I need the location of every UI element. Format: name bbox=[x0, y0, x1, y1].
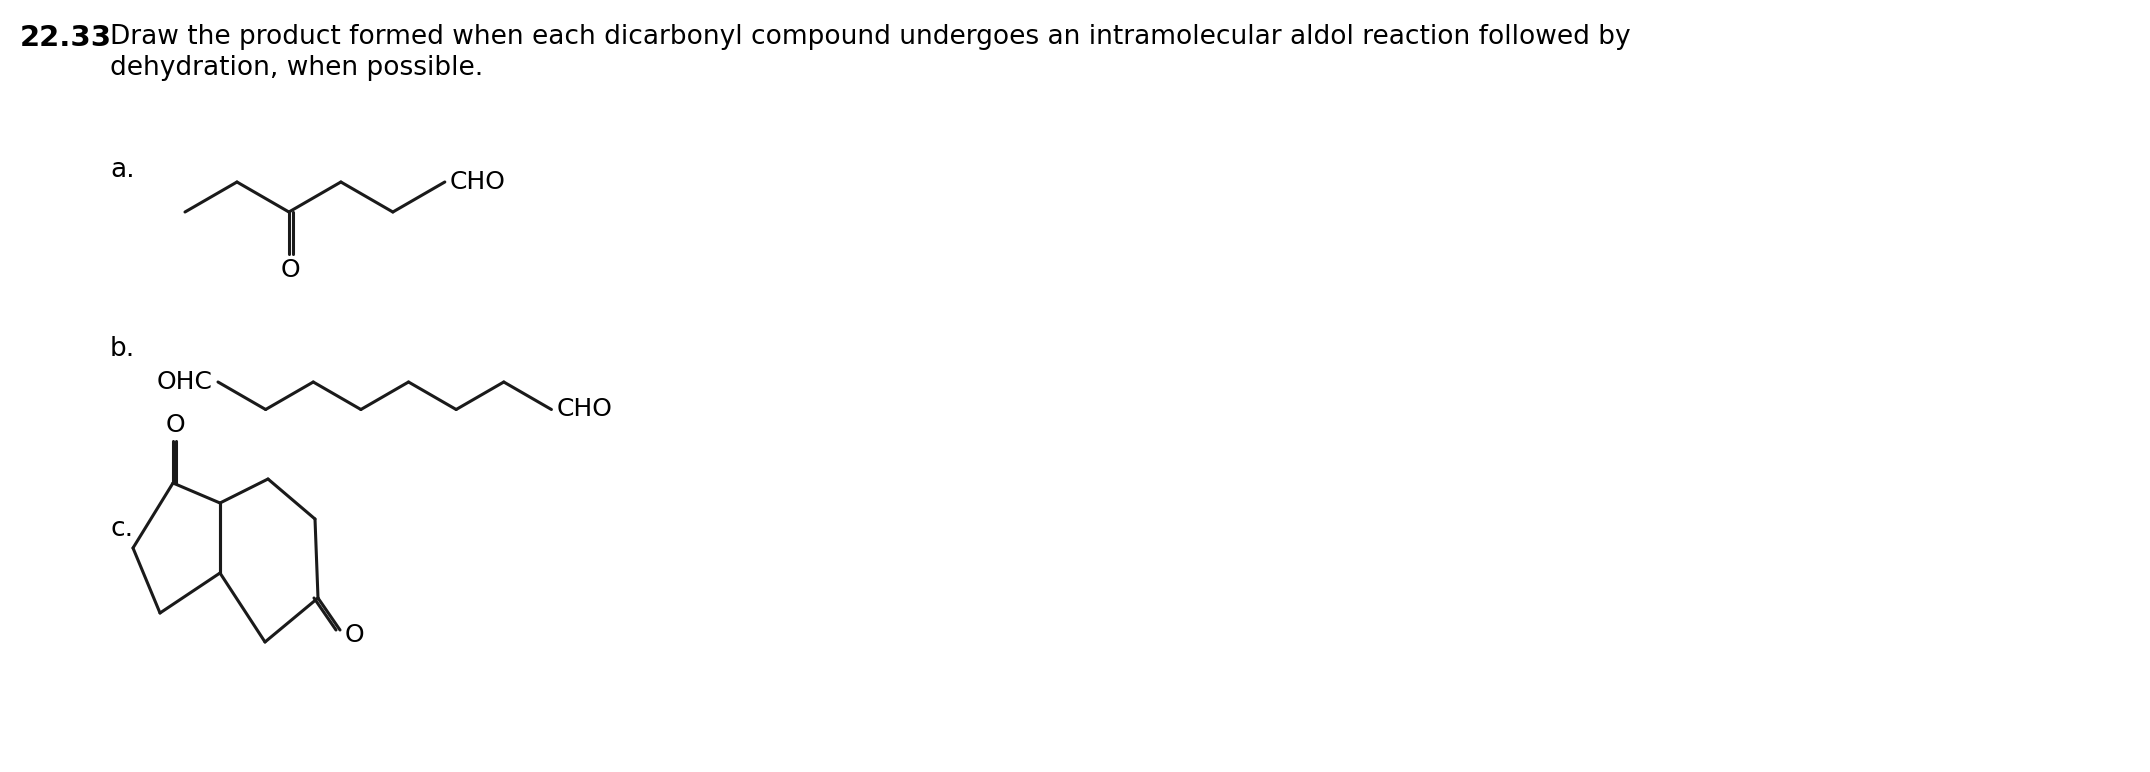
Text: O: O bbox=[344, 623, 366, 647]
Text: 22.33: 22.33 bbox=[19, 24, 112, 52]
Text: O: O bbox=[166, 413, 185, 437]
Text: dehydration, when possible.: dehydration, when possible. bbox=[110, 55, 484, 81]
Text: CHO: CHO bbox=[557, 398, 613, 422]
Text: c.: c. bbox=[110, 516, 133, 542]
Text: CHO: CHO bbox=[449, 170, 505, 194]
Text: O: O bbox=[282, 258, 301, 282]
Text: Draw the product formed when each dicarbonyl compound undergoes an intramolecula: Draw the product formed when each dicarb… bbox=[110, 24, 1630, 50]
Text: b.: b. bbox=[110, 336, 135, 362]
Text: OHC: OHC bbox=[157, 370, 213, 394]
Text: a.: a. bbox=[110, 157, 135, 183]
